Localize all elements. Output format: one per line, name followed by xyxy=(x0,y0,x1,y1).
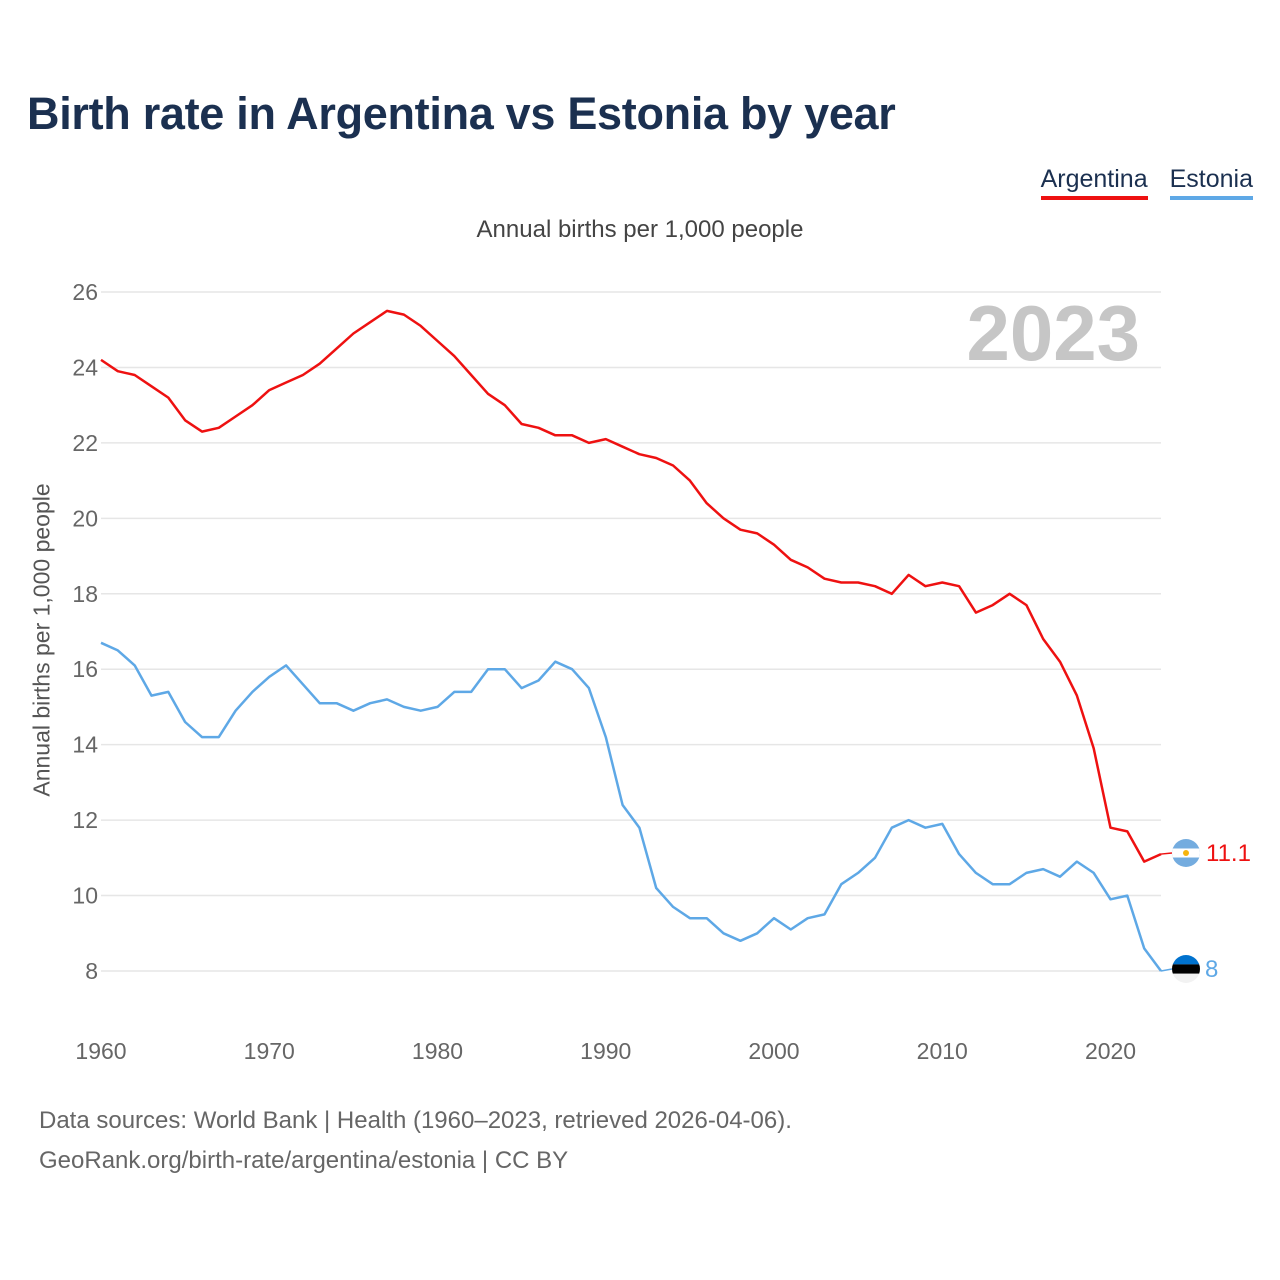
y-tick-label: 26 xyxy=(72,279,98,305)
y-tick-label: 20 xyxy=(72,505,98,531)
y-tick-label: 12 xyxy=(72,807,98,833)
argentina-end-value: 11.1 xyxy=(1206,840,1251,867)
legend-item-argentina[interactable]: Argentina xyxy=(1040,165,1148,200)
chart-subtitle: Annual births per 1,000 people xyxy=(476,216,804,243)
y-tick-label: 8 xyxy=(85,958,98,984)
series-lines xyxy=(100,309,1173,972)
end-connector-estonia xyxy=(1160,968,1173,972)
x-tick-label: 1970 xyxy=(244,1038,295,1064)
x-axis-ticks: 1960 1970 1980 1990 2000 2010 2020 xyxy=(75,1038,1136,1064)
end-connector-argentina xyxy=(1160,852,1173,855)
legend: Argentina Estonia xyxy=(1040,165,1253,200)
argentina-flag-icon xyxy=(1172,839,1200,867)
y-tick-label: 10 xyxy=(72,883,98,909)
y-axis-ticks: 8 10 12 14 16 18 20 22 24 26 xyxy=(72,279,98,984)
current-year-watermark: 2023 xyxy=(966,289,1140,377)
chart-title: Birth rate in Argentina vs Estonia by ye… xyxy=(27,88,896,139)
x-tick-label: 1960 xyxy=(75,1038,126,1064)
estonia-end-value: 8 xyxy=(1205,956,1218,983)
x-tick-label: 1990 xyxy=(580,1038,631,1064)
data-sources-note: Data sources: World Bank | Health (1960–… xyxy=(39,1107,792,1134)
series-line-estonia xyxy=(100,641,1163,972)
y-tick-label: 18 xyxy=(72,581,98,607)
x-tick-label: 2000 xyxy=(748,1038,799,1064)
y-tick-label: 22 xyxy=(72,430,98,456)
x-tick-label: 2020 xyxy=(1085,1038,1136,1064)
legend-item-estonia[interactable]: Estonia xyxy=(1169,165,1253,200)
x-tick-label: 2010 xyxy=(917,1038,968,1064)
source-url: GeoRank.org/birth-rate/argentina/estonia… xyxy=(39,1147,569,1174)
x-tick-label: 1980 xyxy=(412,1038,463,1064)
y-tick-label: 16 xyxy=(72,656,98,682)
gridlines xyxy=(101,291,1161,972)
y-tick-label: 24 xyxy=(72,354,98,380)
estonia-flag-icon xyxy=(1172,955,1200,983)
y-tick-label: 14 xyxy=(72,732,98,758)
series-line-argentina xyxy=(100,309,1162,863)
